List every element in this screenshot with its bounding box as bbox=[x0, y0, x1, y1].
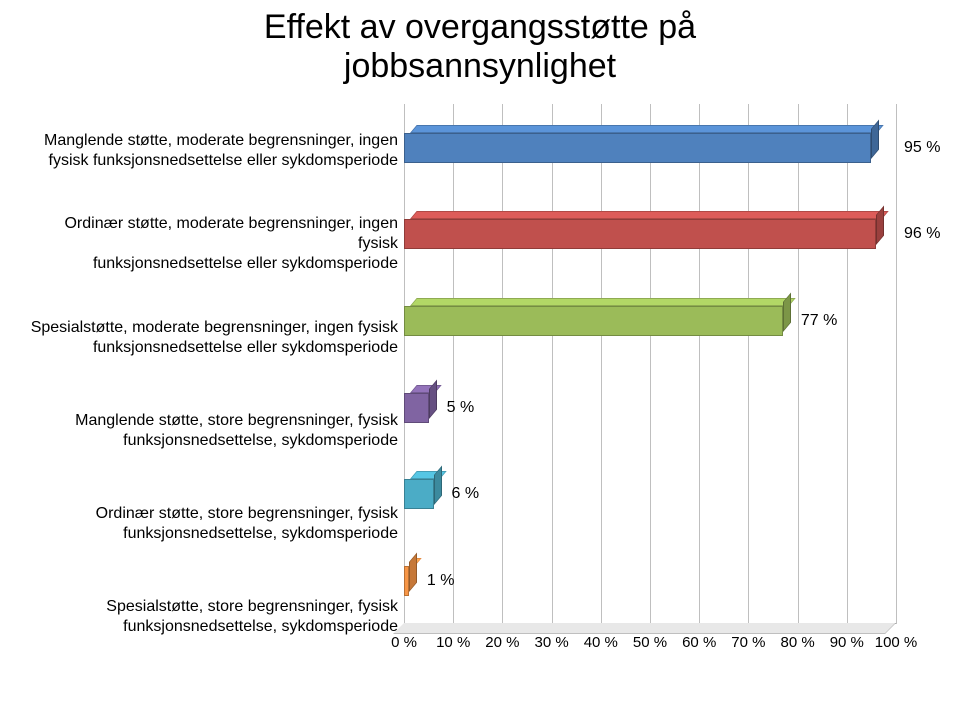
bar-front bbox=[404, 393, 429, 423]
x-tick-label: 0 % bbox=[391, 634, 417, 651]
chart-title: Effekt av overgangsstøtte på jobbsannsyn… bbox=[24, 8, 936, 86]
x-tick-label: 10 % bbox=[436, 634, 470, 651]
plot-area: 95 %96 %77 %5 %6 %1 % 0 %10 %20 %30 %40 … bbox=[404, 104, 936, 664]
category-label: Spesialstøtte, moderate begrensninger, i… bbox=[24, 291, 404, 384]
bar-value-label: 6 % bbox=[452, 485, 480, 503]
bar-row: 1 % bbox=[404, 538, 896, 625]
y-axis-labels: Manglende støtte, moderate begrensninger… bbox=[24, 104, 404, 664]
bar bbox=[404, 219, 876, 249]
x-tick-label: 70 % bbox=[731, 634, 765, 651]
x-tick-label: 100 % bbox=[875, 634, 918, 651]
x-tick-label: 40 % bbox=[584, 634, 618, 651]
plot-inner: 95 %96 % 77 % 5 % 6 % 1 % bbox=[404, 104, 896, 624]
bar bbox=[404, 133, 871, 163]
bar-top bbox=[410, 211, 889, 219]
bar-row: 6 % bbox=[404, 451, 896, 538]
bar-side bbox=[876, 206, 884, 246]
bar-front bbox=[404, 219, 876, 249]
bar-front bbox=[404, 133, 871, 163]
bar-side bbox=[409, 552, 417, 592]
plot-bars: 95 %96 % 77 % 5 % 6 % 1 % bbox=[404, 104, 896, 624]
bar-top bbox=[410, 298, 796, 306]
bar-value-label: 1 % bbox=[427, 572, 455, 590]
chart-page: Effekt av overgangsstøtte på jobbsannsyn… bbox=[0, 0, 960, 716]
chart-area: Manglende støtte, moderate begrensninger… bbox=[24, 104, 936, 664]
bar-row: 5 % bbox=[404, 364, 896, 451]
bar-value-label: 96 % bbox=[904, 225, 940, 243]
category-label: Spesialstøtte, store begrensninger, fysi… bbox=[24, 571, 404, 664]
bar bbox=[404, 566, 409, 596]
x-tick-label: 80 % bbox=[780, 634, 814, 651]
x-axis: 0 %10 %20 %30 %40 %50 %60 %70 %80 %90 %1… bbox=[404, 624, 896, 664]
bar-row: 77 % bbox=[404, 278, 896, 365]
bar bbox=[404, 306, 783, 336]
category-label: Ordinær støtte, moderate begrensninger, … bbox=[24, 198, 404, 291]
x-tick-label: 50 % bbox=[633, 634, 667, 651]
bar bbox=[404, 393, 429, 423]
bar-front bbox=[404, 306, 783, 336]
category-label: Manglende støtte, store begrensninger, f… bbox=[24, 384, 404, 477]
x-tick-label: 90 % bbox=[830, 634, 864, 651]
bar-top bbox=[410, 125, 884, 133]
x-tick-label: 20 % bbox=[485, 634, 519, 651]
gridline bbox=[896, 104, 897, 624]
bar-front bbox=[404, 479, 434, 509]
bar bbox=[404, 479, 434, 509]
bar-front bbox=[404, 566, 409, 596]
bar-row: 96 % bbox=[404, 191, 896, 278]
bar-row: 95 % bbox=[404, 104, 896, 191]
category-label: Ordinær støtte, store begrensninger, fys… bbox=[24, 478, 404, 571]
bar-value-label: 77 % bbox=[801, 312, 837, 330]
x-tick-label: 60 % bbox=[682, 634, 716, 651]
x-tick-label: 30 % bbox=[534, 634, 568, 651]
bar-value-label: 5 % bbox=[447, 399, 475, 417]
category-label: Manglende støtte, moderate begrensninger… bbox=[24, 104, 404, 197]
bar-value-label: 95 % bbox=[904, 139, 940, 157]
